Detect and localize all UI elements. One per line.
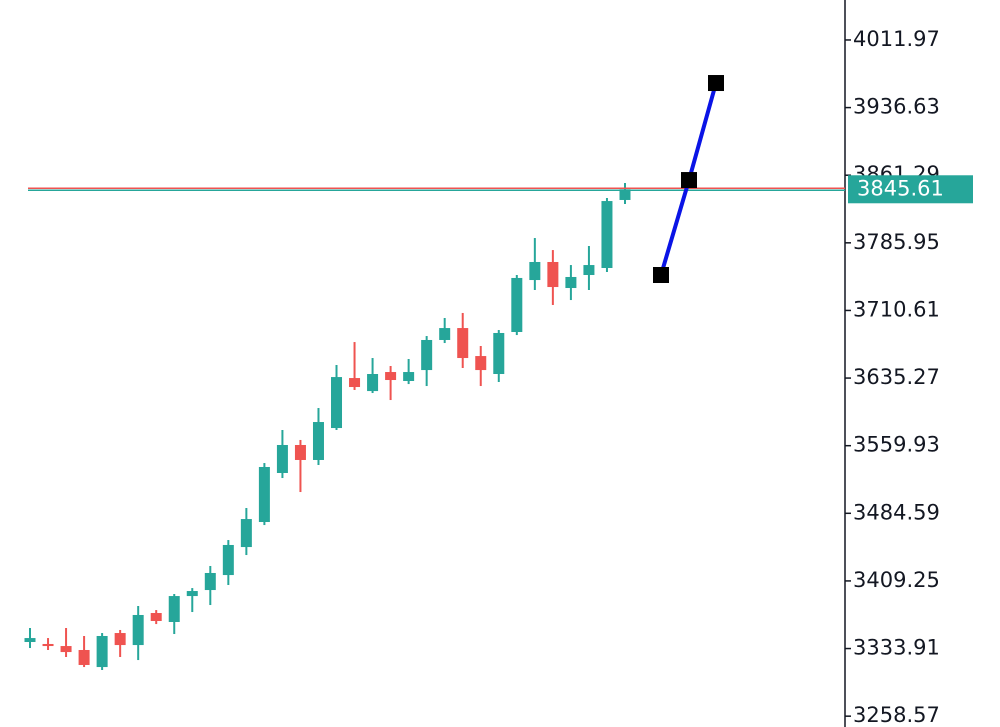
candle-body — [403, 372, 415, 382]
y-tick-label: 3409.25 — [853, 568, 940, 592]
y-tick-label: 4011.97 — [853, 27, 940, 51]
candle-body — [475, 356, 487, 371]
y-tick-label: 3258.57 — [853, 703, 940, 727]
candle-body — [385, 372, 397, 381]
candle-body — [276, 444, 288, 473]
candle-body — [619, 189, 631, 200]
trendline-handle — [708, 75, 724, 92]
candle-body — [78, 649, 90, 665]
candle-body — [222, 544, 234, 576]
candle-body — [42, 643, 54, 647]
candle-body — [114, 633, 126, 646]
trendline-handle — [653, 267, 669, 284]
trendline-handle — [681, 172, 697, 189]
candle-body — [96, 635, 108, 668]
y-tick-label: 3333.91 — [853, 636, 940, 660]
candle-body — [312, 422, 324, 460]
y-tick-label: 3484.59 — [853, 500, 940, 524]
candle-body — [493, 332, 505, 375]
candle-body — [150, 613, 162, 622]
candle-body — [331, 377, 343, 429]
candle-body — [511, 277, 523, 332]
candle-body — [367, 374, 379, 392]
candle-body — [60, 646, 72, 653]
y-tick-label: 3710.61 — [853, 297, 940, 321]
candle-body — [204, 572, 216, 591]
price-label: 3845.61 — [857, 176, 944, 200]
price-label-box — [848, 175, 973, 204]
candle-body — [457, 328, 469, 359]
candle-body — [240, 519, 252, 548]
candle-body — [421, 339, 433, 371]
candle-body — [168, 596, 180, 622]
candle-body — [294, 444, 306, 460]
candle-body — [583, 265, 595, 276]
candle-body — [186, 591, 198, 597]
candle-body — [24, 638, 36, 643]
candle-body — [132, 614, 144, 646]
candle-body — [258, 466, 270, 523]
candle-body — [349, 378, 361, 388]
y-tick-label: 3559.93 — [853, 433, 940, 457]
candle-body — [601, 201, 613, 269]
y-tick-label: 3936.63 — [853, 95, 940, 119]
y-tick-label: 3635.27 — [853, 365, 940, 389]
candle-body — [547, 261, 559, 288]
candle-body — [529, 261, 541, 281]
candle-body — [439, 328, 451, 340]
y-tick-label: 3785.95 — [853, 230, 940, 254]
candle-body — [565, 276, 577, 289]
